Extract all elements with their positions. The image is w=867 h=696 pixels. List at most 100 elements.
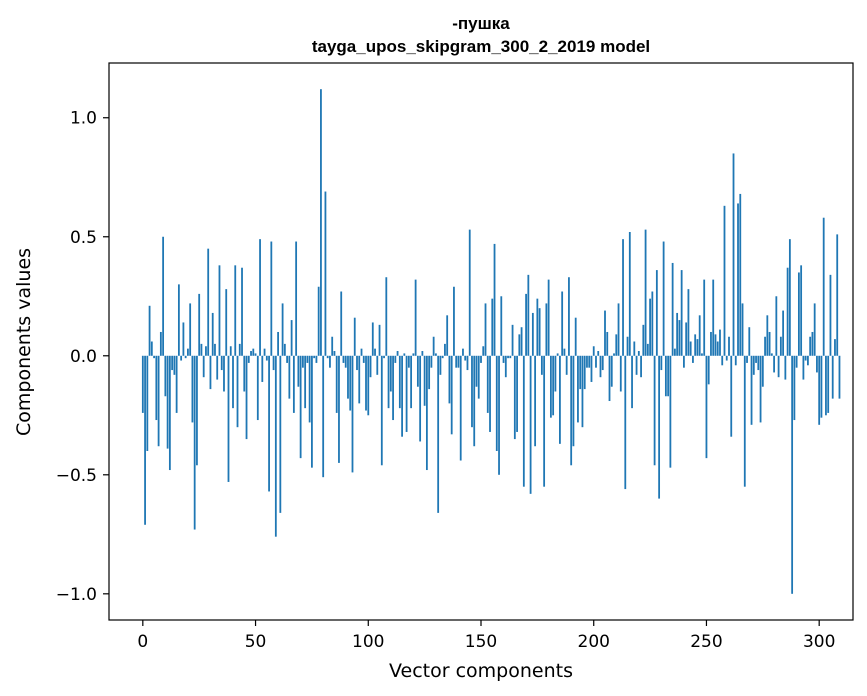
bar [193,355,196,530]
bar [615,334,618,356]
bar [829,274,832,356]
bar [279,355,282,513]
bar [743,355,746,487]
bar [549,355,552,418]
y-tick-label: −1.0 [56,585,97,605]
bar [344,355,347,368]
bar [606,331,609,356]
bar [223,355,225,392]
bar [698,315,701,356]
bar [218,265,221,356]
bar [604,310,606,356]
bar [171,355,174,371]
bar [227,355,230,482]
bar [707,355,710,385]
bar [820,355,823,418]
bar [646,343,649,356]
bar [369,355,372,378]
bar [610,355,613,387]
bar [421,351,424,356]
bar [425,355,428,471]
y-tick-label: 0.0 [70,347,97,367]
bar [295,241,298,356]
bar [793,355,796,421]
bar [516,355,518,432]
bar [685,322,688,356]
bar [752,355,755,375]
bar [838,355,841,399]
bar [502,355,505,363]
bar [283,343,286,356]
bar [430,355,433,368]
bar [322,355,325,478]
bar [288,355,291,399]
bar [777,355,780,378]
bar [588,355,591,368]
bar [559,355,561,444]
bar [416,355,419,387]
bar [471,355,473,428]
bar [209,355,212,390]
bar [563,348,566,356]
bar [200,343,203,356]
bar [412,353,415,356]
bars-group [141,89,841,594]
x-tick-label: 100 [352,632,384,652]
y-tick-label: 1.0 [70,109,97,129]
bar [525,293,527,356]
bar [757,355,760,371]
x-axis: 0 50 100 150 200 250 300 [137,620,835,652]
bar [592,346,595,356]
bar [683,355,685,368]
bar [324,191,327,356]
bar [764,336,766,356]
bar [290,320,293,356]
bar [795,355,798,368]
bar [579,355,582,390]
bar [732,153,735,356]
bar [196,355,198,466]
bar [734,355,737,366]
bar [586,355,588,368]
bar [813,303,816,356]
bar [444,343,446,356]
bar [453,286,455,356]
y-axis: 1.0 0.5 0.0 −0.5 −1.0 [56,109,109,605]
bar [252,348,255,356]
bar [500,296,503,356]
bar [741,303,744,356]
bar [649,298,651,356]
bar [315,355,318,363]
bar [619,355,622,392]
chart-subtitle: tayga_upos_skipgram_300_2_2019 model [312,37,650,56]
bar [570,355,573,466]
bar [286,355,289,363]
bar [572,355,575,447]
bar [385,277,388,356]
bar [340,291,343,356]
bar [335,355,338,413]
bar [511,324,514,356]
bar [473,355,476,447]
bar [468,229,471,356]
bar [800,265,803,356]
bar [211,312,214,356]
bar [617,303,620,356]
bar [540,355,543,375]
bar [689,341,692,356]
bar [522,355,525,487]
bar [141,355,144,413]
bar [480,355,482,363]
bar [750,355,753,425]
x-tick-label: 150 [465,632,497,652]
bar [272,355,275,371]
bar [653,355,656,466]
bar [274,355,277,537]
bar [667,355,670,397]
bar [189,303,192,356]
bar [531,312,534,356]
bar [338,355,340,463]
bar [624,355,627,490]
bar [489,355,491,432]
bar [148,305,151,356]
